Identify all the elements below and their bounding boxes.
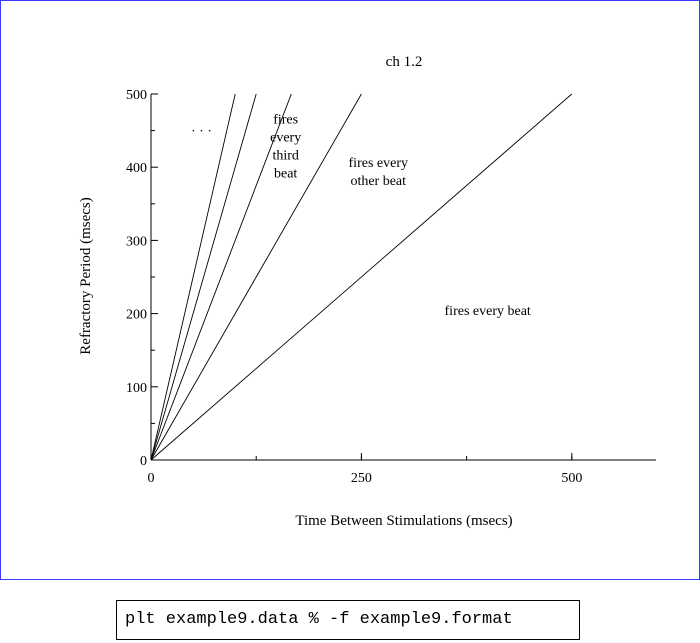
annotation-line: third <box>272 148 298 163</box>
y-tick-label: 300 <box>126 234 147 249</box>
command-line: plt example9.data % -f example9.format <box>116 600 580 640</box>
y-tick-label: 400 <box>126 161 147 176</box>
y-axis-label: Refractory Period (msecs) <box>78 197 94 354</box>
y-tick-label: 200 <box>126 308 147 323</box>
annotation-4: · · · <box>191 125 212 140</box>
chart: ch 1.2 0 250 500 0 100 200 300 400 500 fires eve… <box>78 54 656 529</box>
x-axis-label: Time Between Stimulations (msecs) <box>295 513 512 529</box>
y-tick-label: 0 <box>140 454 147 469</box>
series-line-5 <box>150 93 236 461</box>
x-tick-label: 250 <box>351 471 372 486</box>
annotation-line: beat <box>274 166 297 181</box>
annotation-3: fires every third beat <box>270 112 301 181</box>
series-line-2 <box>150 93 362 461</box>
annotation-line: fires every beat <box>445 304 531 319</box>
annotation-line: other beat <box>350 174 406 189</box>
plot-frame: ch 1.2 0 250 500 0 100 200 300 400 500 fires eve… <box>0 0 700 580</box>
series-line-3 <box>150 93 292 461</box>
annotation-line: fires every <box>349 156 408 171</box>
series-line-1 <box>150 93 573 461</box>
annotation-line: · · · <box>191 125 212 140</box>
y-tick-label: 100 <box>126 381 147 396</box>
annotation-line: every <box>270 130 301 145</box>
annotation-1: fires every beat <box>445 304 531 319</box>
x-tick-label: 500 <box>561 471 582 486</box>
y-tick-label: 500 <box>126 88 147 103</box>
axes: 0 250 500 0 100 200 300 400 500 <box>126 88 656 486</box>
series-line-4 <box>150 93 257 461</box>
annotation-2: fires every other beat <box>349 156 408 189</box>
chart-title: ch 1.2 <box>386 54 423 70</box>
x-tick-label: 0 <box>148 471 155 486</box>
series-lines <box>150 93 573 461</box>
annotation-line: fires <box>273 112 298 127</box>
